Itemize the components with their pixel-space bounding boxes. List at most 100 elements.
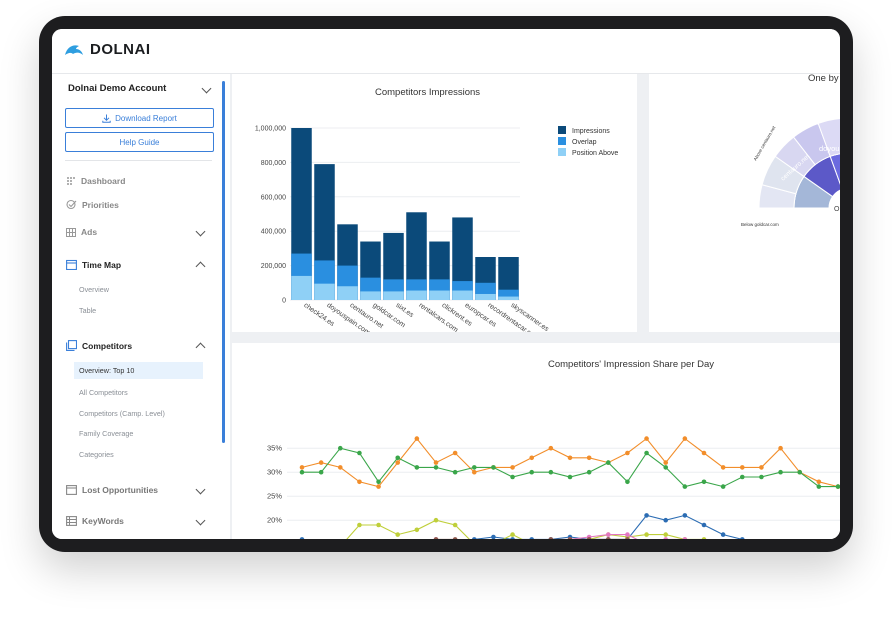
data-point <box>682 436 688 441</box>
data-point <box>357 479 362 485</box>
data-point <box>759 465 764 470</box>
sidebar-subitem-family-coverage[interactable]: Family Coverage <box>79 429 134 438</box>
chart-title: One by <box>808 74 839 84</box>
data-point <box>452 469 458 475</box>
bar <box>314 283 335 300</box>
data-point <box>376 522 381 528</box>
chart-title: Competitors Impressions <box>375 87 481 98</box>
data-point <box>701 479 707 485</box>
data-point <box>682 484 688 489</box>
legend-label: Overlap <box>572 139 597 146</box>
data-point <box>491 465 496 470</box>
data-point <box>663 460 669 465</box>
series-line <box>301 437 839 488</box>
sidebar-item-label: Priorities <box>82 199 119 210</box>
help-guide-button[interactable]: Help Guide <box>65 132 214 152</box>
data-point <box>510 537 515 539</box>
sidebar-item-competitors[interactable]: Competitors <box>66 340 132 351</box>
data-point <box>797 469 803 475</box>
data-point <box>778 445 783 451</box>
data-point <box>586 537 592 539</box>
y-tick-label: 1,000,000 <box>255 126 286 133</box>
sidebar-subitem-overview[interactable]: Overview <box>79 285 109 294</box>
window-icon <box>66 485 77 495</box>
account-selector[interactable]: Dolnai Demo Account <box>68 83 167 94</box>
sidebar-item-priorities[interactable]: Priorities <box>66 199 119 210</box>
data-point <box>739 465 745 470</box>
dashboard-icon <box>67 177 75 185</box>
copy-icon <box>66 340 77 351</box>
data-point <box>663 537 668 539</box>
bar <box>406 212 427 300</box>
sidebar-subitem-table[interactable]: Table <box>79 306 97 315</box>
sidebar-item-label: Ads <box>81 227 98 237</box>
sunburst-label: goldcar.com <box>781 215 816 222</box>
data-point <box>720 532 726 537</box>
data-point <box>606 537 611 539</box>
main-content: Competitors Impressions 1,000,000 800,000… <box>230 74 840 539</box>
sidebar-item-time-map[interactable]: Time Map <box>66 259 121 270</box>
sunburst-center <box>829 190 840 226</box>
data-point <box>471 465 477 470</box>
data-point <box>567 474 573 480</box>
data-point <box>625 450 630 456</box>
dolphin-icon <box>65 44 83 55</box>
y-tick-label: 25% <box>267 492 282 501</box>
y-tick-label: 35% <box>267 444 282 453</box>
sidebar-item-lost-opportunities[interactable]: Lost Opportunities <box>66 485 158 495</box>
data-point <box>567 537 573 539</box>
y-tick-label: 800,000 <box>261 160 286 167</box>
data-point <box>625 479 630 485</box>
help-guide-label: Help Guide <box>119 137 160 147</box>
data-point <box>529 455 535 461</box>
download-report-button[interactable]: Download Report <box>65 108 214 128</box>
data-point <box>682 513 688 518</box>
data-point <box>739 474 745 480</box>
data-point <box>471 469 477 475</box>
sidebar-item-ads[interactable]: Ads <box>66 227 97 237</box>
sidebar-item-dashboard[interactable]: Dashboard <box>66 176 125 186</box>
data-point <box>395 532 401 537</box>
data-point <box>510 532 515 537</box>
data-point <box>414 465 420 470</box>
data-point <box>414 436 420 441</box>
data-point <box>663 532 669 537</box>
calendar-icon <box>66 259 77 270</box>
chart-title: Competitors' Impression Share per Day <box>548 359 715 370</box>
data-point <box>816 479 822 485</box>
data-point <box>701 450 707 456</box>
data-point <box>452 537 458 539</box>
y-tick-label: 400,000 <box>261 229 286 236</box>
sunburst-label: Above centauro.net <box>753 125 777 162</box>
bar <box>383 291 404 300</box>
bar <box>475 293 496 300</box>
sidebar-subitem-overview-top10[interactable]: Overview: Top 10 <box>74 362 203 379</box>
app-name: DOLNAI <box>90 41 151 58</box>
data-point <box>510 465 515 470</box>
data-point <box>395 460 401 465</box>
sidebar-divider <box>65 160 212 161</box>
sidebar-subitem-categories[interactable]: Categories <box>79 450 114 459</box>
sidebar-subitem-competitors-camp-level[interactable]: Competitors (Camp. Level) <box>79 409 165 418</box>
bar <box>452 290 473 300</box>
legend-swatch <box>558 126 566 134</box>
sidebar-subitem-all-competitors[interactable]: All Competitors <box>79 388 128 397</box>
app-screen: DOLNAI Dolnai Demo Account Download Repo… <box>52 29 840 539</box>
data-point <box>605 460 611 465</box>
sidebar-scrollbar[interactable] <box>222 81 225 443</box>
sunburst-outer-segment <box>817 117 840 157</box>
data-point <box>318 469 324 475</box>
sidebar-item-keywords[interactable]: KeyWords <box>66 516 124 526</box>
data-point <box>644 450 649 456</box>
sidebar-item-label: KeyWords <box>82 516 124 526</box>
data-point <box>357 450 362 456</box>
data-point <box>759 474 764 480</box>
data-point <box>376 479 381 485</box>
data-point <box>395 455 401 461</box>
data-point <box>567 455 573 461</box>
data-point <box>548 537 554 539</box>
data-point <box>586 469 592 475</box>
y-tick-label: 600,000 <box>261 194 286 201</box>
logo[interactable]: DOLNAI <box>64 41 151 58</box>
data-point <box>414 527 420 533</box>
